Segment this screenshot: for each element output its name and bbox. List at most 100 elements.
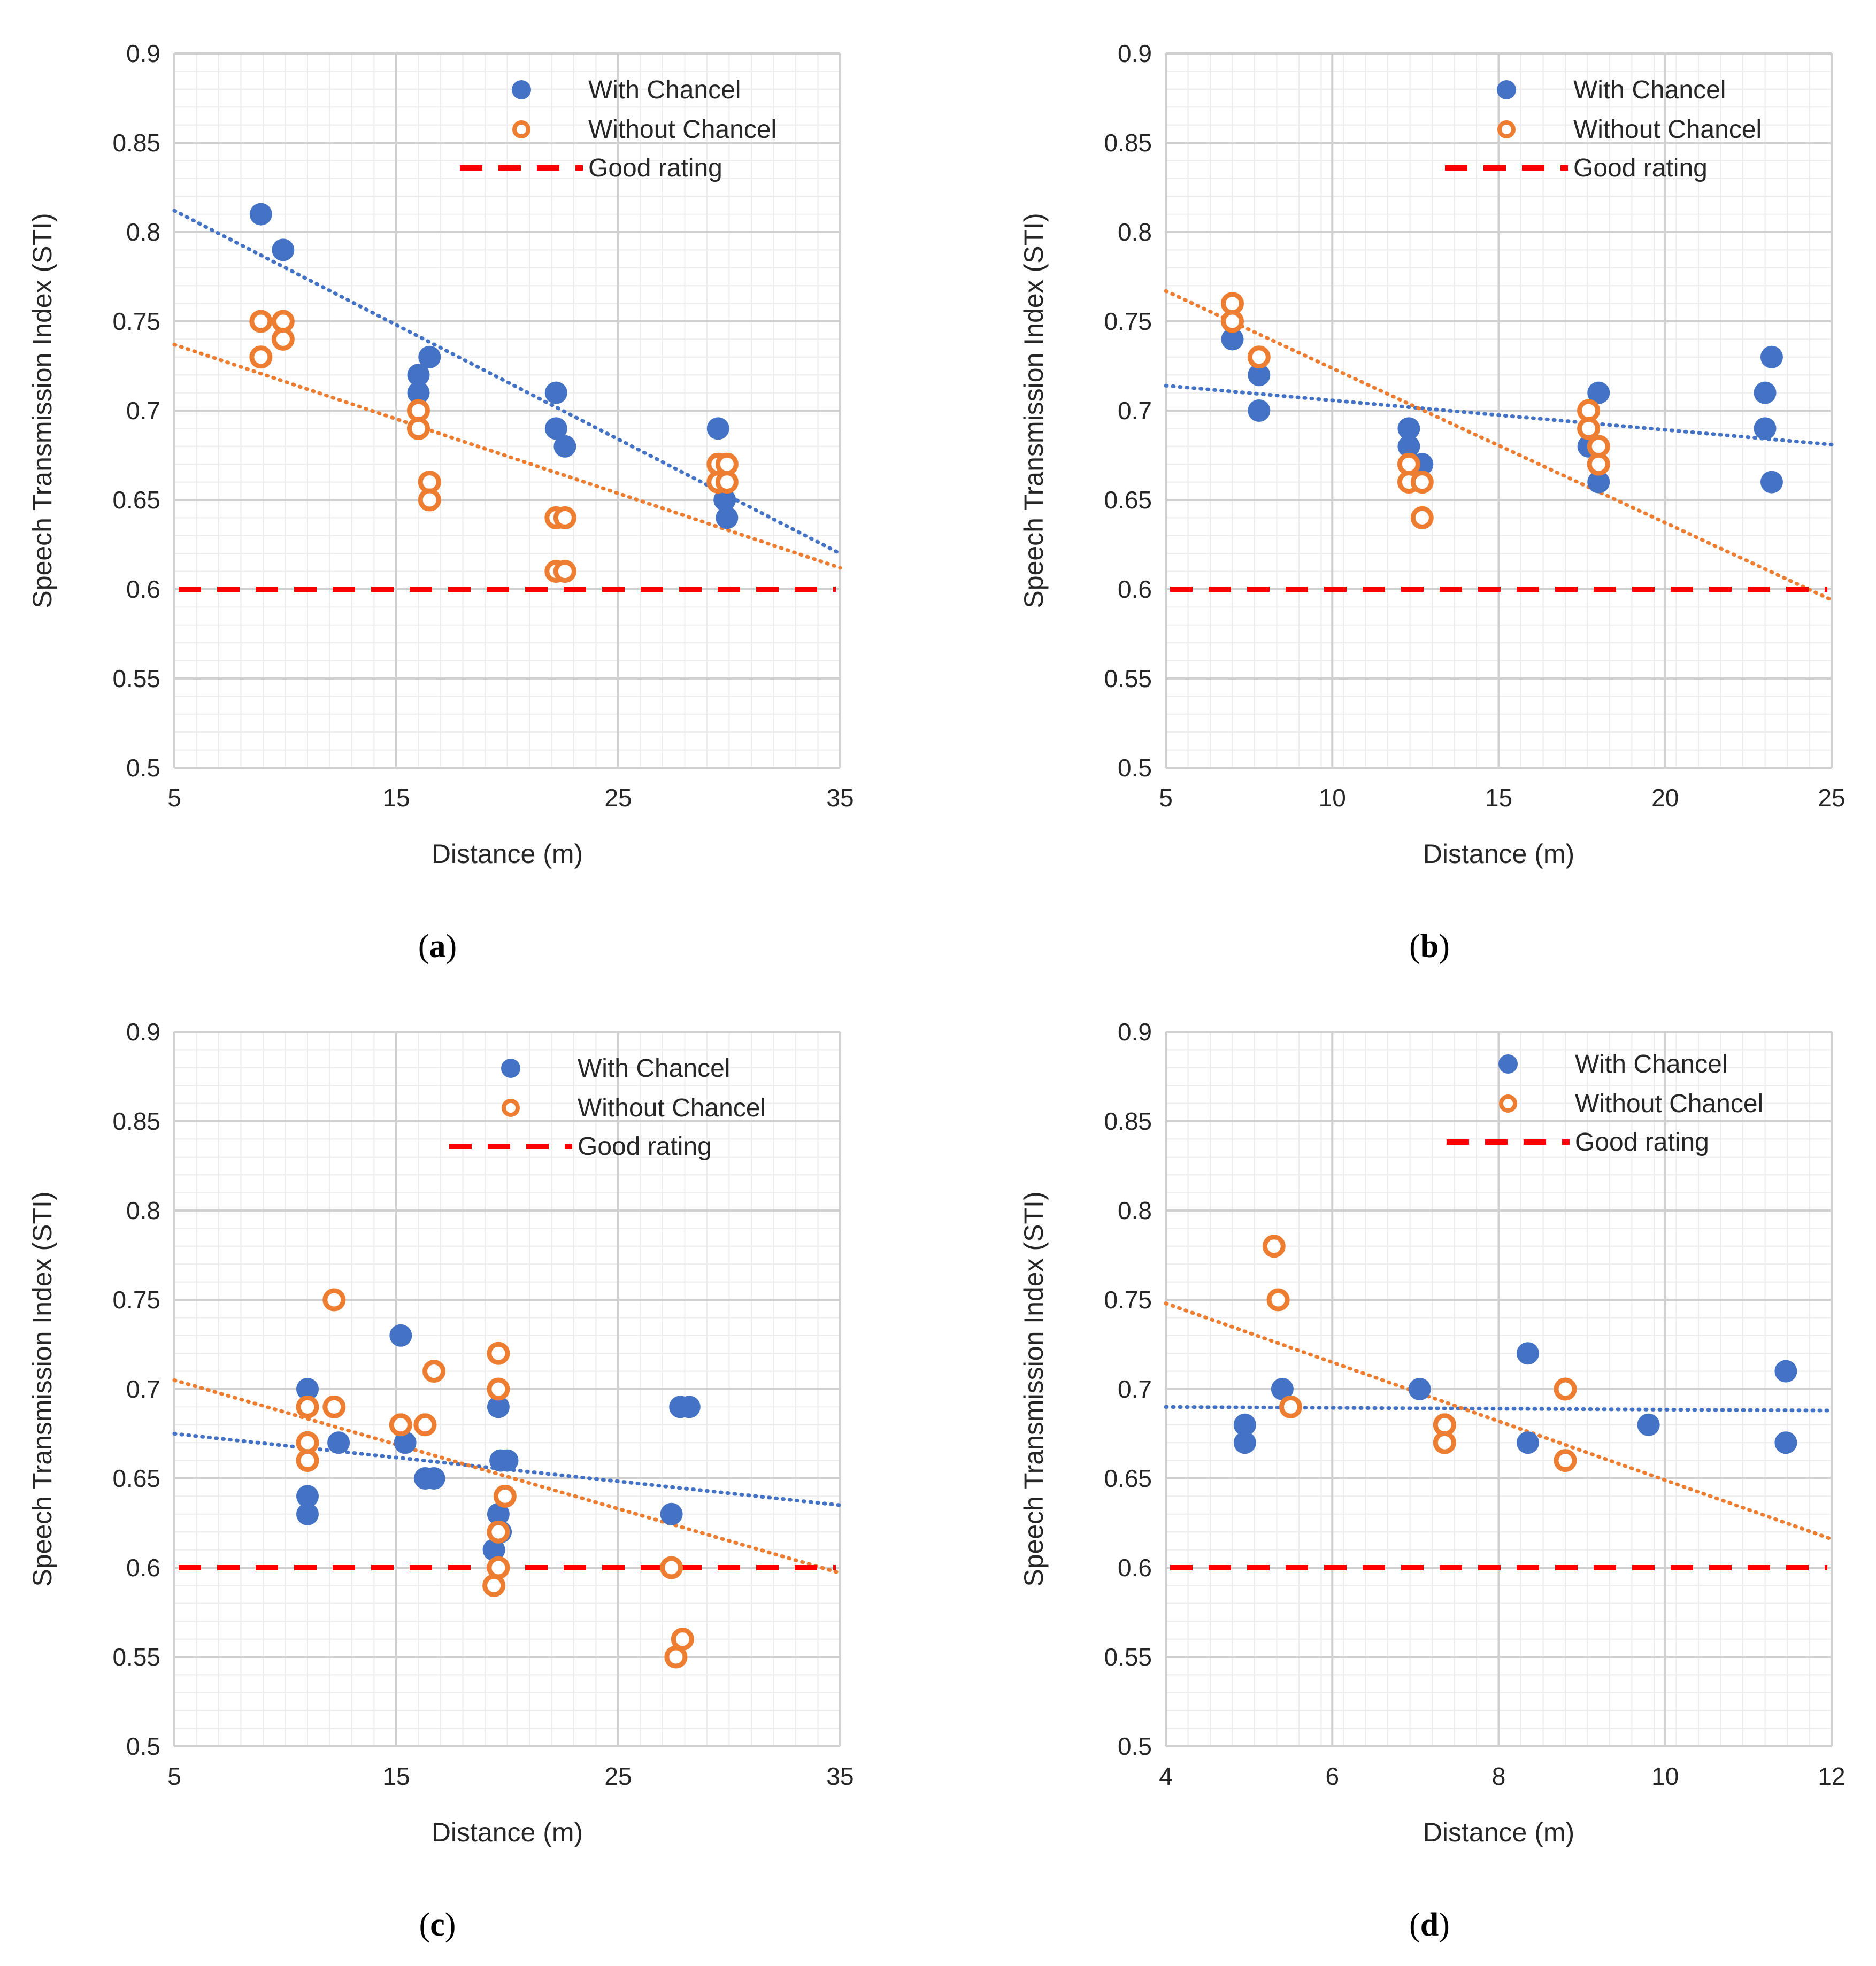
with-chancel-point bbox=[1516, 1342, 1539, 1365]
y-tick-label: 0.6 bbox=[126, 1554, 160, 1582]
y-tick-label: 0.6 bbox=[1118, 575, 1152, 603]
without-chancel-point bbox=[553, 506, 576, 529]
without-chancel-point bbox=[671, 1628, 694, 1651]
with-chancel-point bbox=[713, 489, 736, 511]
panel-d: 0.50.550.60.650.70.750.80.850.9 4 6 8 10 12 … bbox=[1019, 1018, 1846, 1943]
x-axis-label: Distance (m) bbox=[432, 1817, 583, 1847]
without-chancel-point bbox=[418, 488, 441, 512]
trendline-without-chancel bbox=[172, 342, 842, 570]
without-chancel-point bbox=[322, 1395, 346, 1418]
legend: With Chancel Without Chancel Good rating bbox=[449, 1054, 766, 1161]
with-chancel-point bbox=[407, 364, 430, 387]
y-axis-label: Speech Transmission Index (STI) bbox=[1019, 213, 1049, 608]
y-tick-label: 0.55 bbox=[1104, 1643, 1152, 1671]
with-chancel-point bbox=[1760, 471, 1783, 494]
y-tick-label: 0.7 bbox=[126, 397, 160, 425]
y-axis-label: Speech Transmission Index (STI) bbox=[27, 213, 57, 608]
y-tick-label: 0.6 bbox=[126, 575, 160, 603]
without-chancel-point bbox=[271, 327, 295, 351]
legend-with-marker bbox=[512, 80, 531, 99]
with-chancel-point bbox=[1248, 399, 1271, 422]
x-axis-label: Distance (m) bbox=[432, 839, 583, 869]
without-chancel-point bbox=[715, 471, 739, 494]
without-chancel-point bbox=[249, 310, 273, 333]
x-tick-labels: 5 15 25 35 bbox=[167, 1762, 854, 1790]
y-tick-label: 0.85 bbox=[1104, 129, 1152, 157]
with-chancel-point bbox=[1397, 435, 1420, 458]
legend-without-marker bbox=[1497, 120, 1516, 138]
legend-without-marker bbox=[1499, 1094, 1517, 1113]
with-chancel-point bbox=[418, 345, 441, 368]
legend-with-label: With Chancel bbox=[1575, 1050, 1727, 1078]
panel-a: 0.50.550.60.650.70.750.80.850.9 5 15 25 35 … bbox=[27, 40, 854, 965]
y-tick-label: 0.55 bbox=[112, 1643, 160, 1671]
without-chancel-point bbox=[407, 417, 430, 440]
x-axis-label: Distance (m) bbox=[1423, 839, 1574, 869]
trendline-with-chancel bbox=[1164, 383, 1834, 446]
trendline-without-chancel bbox=[1164, 289, 1834, 602]
x-tick-label: 5 bbox=[167, 784, 181, 812]
with-chancel-point bbox=[544, 381, 567, 404]
with-chancel-point bbox=[394, 1431, 417, 1454]
y-tick-label: 0.65 bbox=[1104, 486, 1152, 514]
without-chancel-point bbox=[249, 345, 273, 369]
without-chancel-point bbox=[660, 1556, 683, 1579]
with-chancel-point bbox=[1408, 1378, 1431, 1400]
y-axis-label: Speech Transmission Index (STI) bbox=[27, 1191, 57, 1586]
markers bbox=[249, 203, 739, 583]
caption-d: (d) bbox=[1409, 1907, 1450, 1943]
without-chancel-point bbox=[322, 1288, 346, 1312]
y-tick-labels: 0.5 0.55 0.6 0.65 0.7 0.75 0.8 0.85 0.9 bbox=[1104, 1018, 1152, 1760]
legend-without-label: Without Chancel bbox=[588, 115, 776, 144]
legend-with-label: With Chancel bbox=[578, 1054, 730, 1083]
y-tick-label: 0.7 bbox=[1118, 397, 1152, 425]
without-chancel-point bbox=[1266, 1288, 1290, 1312]
legend-without-marker bbox=[512, 120, 530, 138]
caption-letter: c bbox=[430, 1907, 445, 1943]
with-chancel-point bbox=[487, 1502, 510, 1525]
without-chancel-point bbox=[1433, 1431, 1456, 1454]
major-grid bbox=[1165, 52, 1833, 769]
without-chancel-point bbox=[1554, 1377, 1577, 1401]
with-chancel-point bbox=[678, 1396, 701, 1418]
with-chancel-point bbox=[1754, 417, 1777, 440]
y-tick-label: 0.9 bbox=[126, 40, 160, 67]
with-chancel-point bbox=[1397, 417, 1420, 440]
with-chancel-point bbox=[422, 1467, 445, 1490]
with-chancel-point bbox=[1233, 1413, 1256, 1436]
trend-lines bbox=[1164, 289, 1834, 602]
y-tick-label: 0.55 bbox=[1104, 665, 1152, 692]
y-tick-label: 0.7 bbox=[126, 1375, 160, 1403]
y-tick-labels: 0.5 0.55 0.6 0.65 0.7 0.75 0.8 0.85 0.9 bbox=[1104, 40, 1152, 782]
x-tick-label: 12 bbox=[1818, 1762, 1845, 1790]
y-tick-labels: 0.5 0.55 0.6 0.65 0.7 0.75 0.8 0.85 0.9 bbox=[112, 40, 160, 782]
with-chancel-point bbox=[1754, 381, 1777, 404]
legend-with-label: With Chancel bbox=[588, 76, 741, 104]
without-chancel-point bbox=[296, 1395, 319, 1418]
legend-good-label: Good rating bbox=[588, 154, 722, 182]
with-chancel-point bbox=[1587, 471, 1610, 494]
y-tick-label: 0.8 bbox=[1118, 218, 1152, 246]
with-chancel-point bbox=[1233, 1431, 1256, 1454]
without-chancel-point bbox=[553, 560, 576, 583]
caption-letter: b bbox=[1420, 928, 1439, 965]
x-tick-label: 15 bbox=[1485, 784, 1512, 812]
without-chancel-point bbox=[487, 1556, 510, 1579]
y-tick-label: 0.65 bbox=[1104, 1464, 1152, 1492]
x-tick-label: 5 bbox=[167, 1762, 181, 1790]
without-chancel-point bbox=[1554, 1449, 1577, 1472]
with-chancel-point bbox=[249, 203, 272, 226]
with-chancel-point bbox=[1774, 1431, 1797, 1454]
y-tick-label: 0.85 bbox=[1104, 1107, 1152, 1135]
y-tick-labels: 0.5 0.55 0.6 0.65 0.7 0.75 0.8 0.85 0.9 bbox=[112, 1018, 160, 1760]
without-chancel-point bbox=[1410, 506, 1434, 529]
with-chancel-point bbox=[553, 435, 576, 458]
without-chancel-point bbox=[664, 1645, 688, 1669]
y-tick-label: 0.65 bbox=[112, 1464, 160, 1492]
legend-with-label: With Chancel bbox=[1573, 76, 1726, 104]
x-tick-label: 6 bbox=[1325, 1762, 1339, 1790]
x-tick-labels: 5 10 15 20 25 bbox=[1159, 784, 1845, 812]
with-chancel-point bbox=[1760, 345, 1783, 368]
legend-with-marker bbox=[1498, 1054, 1518, 1074]
with-chancel-point bbox=[1587, 381, 1610, 404]
